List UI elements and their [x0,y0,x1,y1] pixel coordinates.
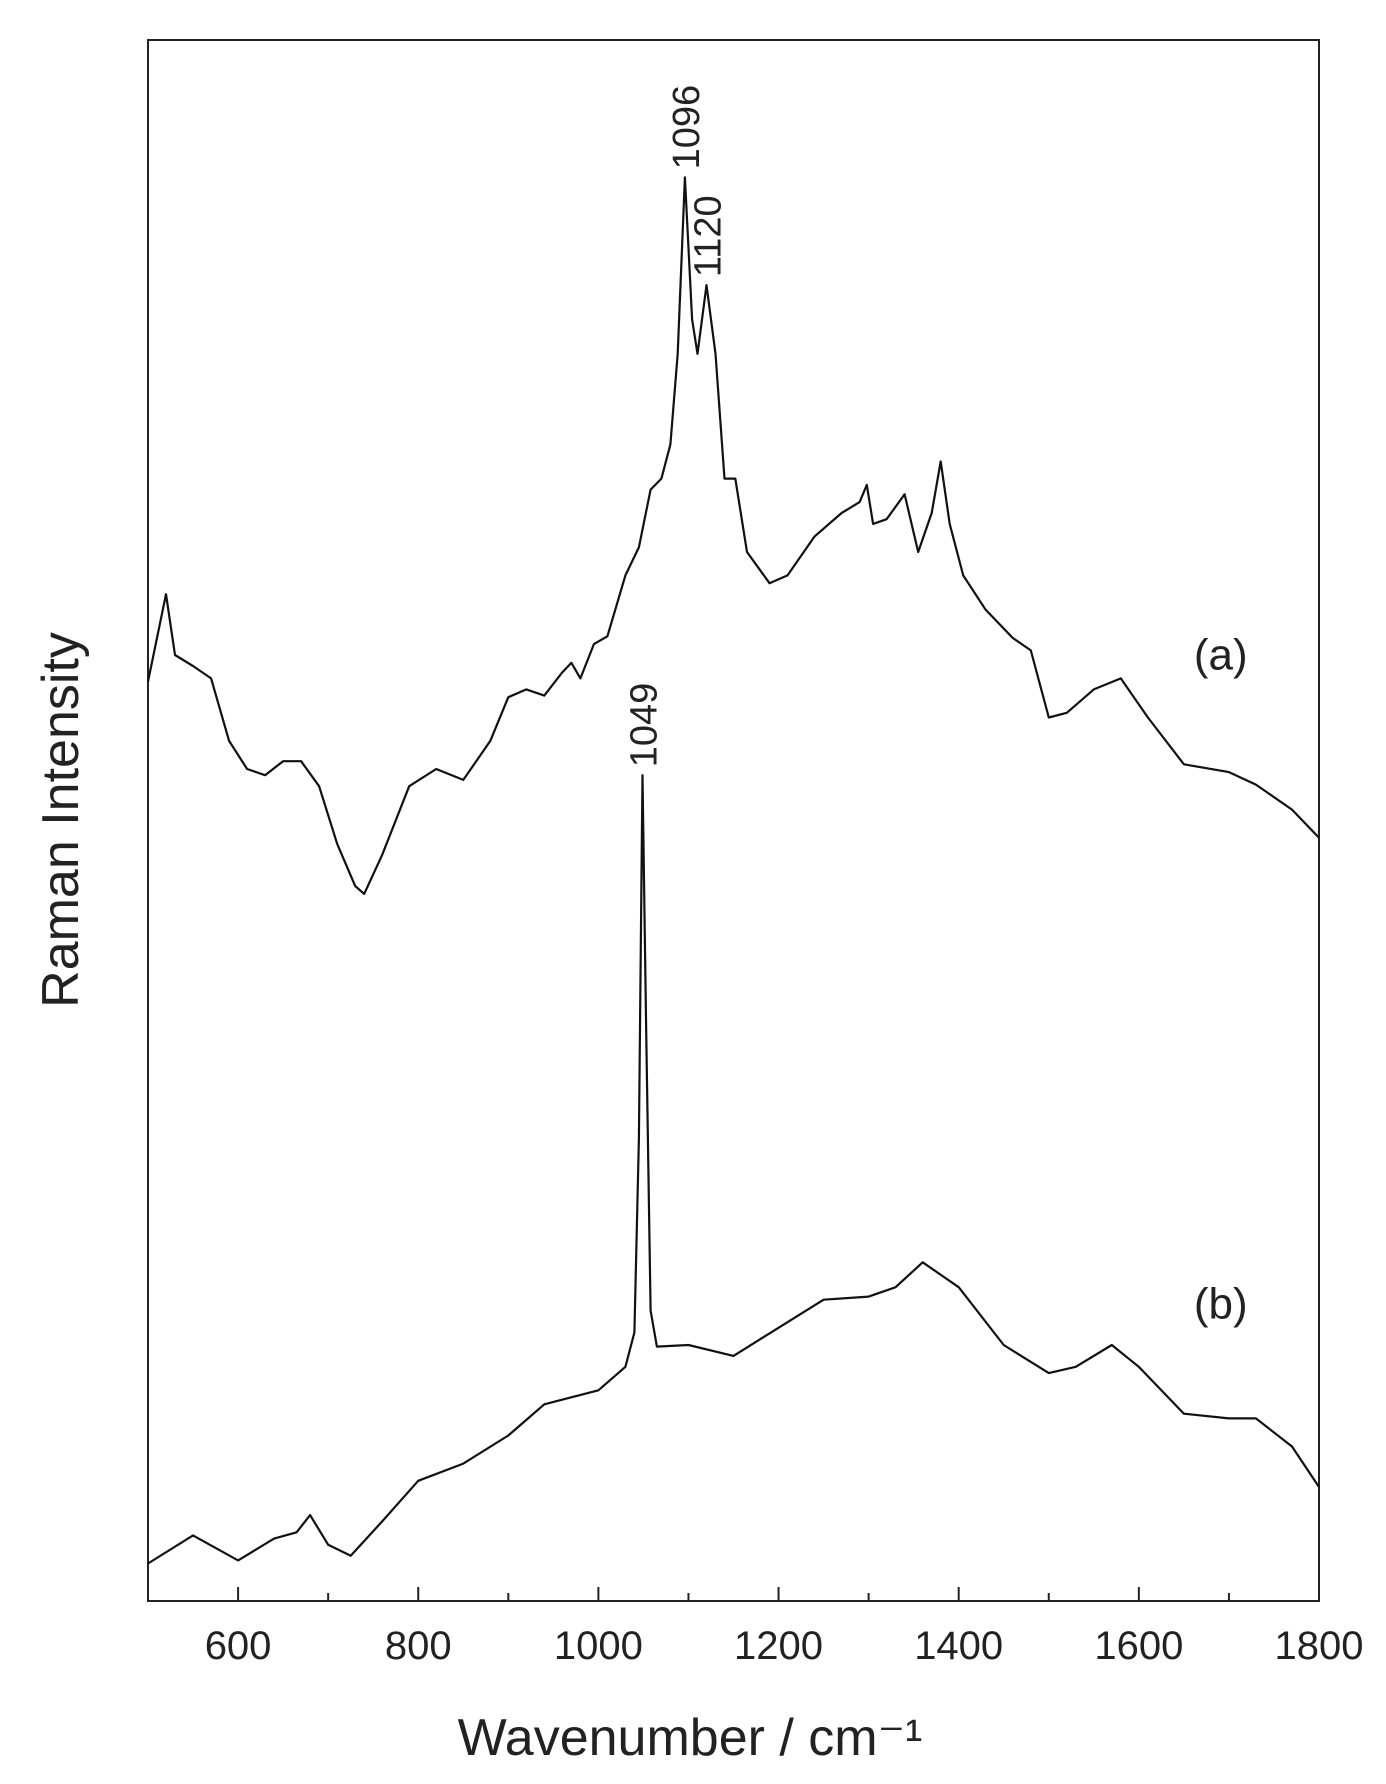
x-tick-label: 1800 [1275,1624,1364,1668]
spectrum-line [146,176,1320,895]
peak-label: 1096 [666,85,708,170]
y-axis-label: Raman Intensity [32,632,90,1008]
peak-label: 1120 [687,195,729,277]
x-axis-label: Wavenumber / cm⁻¹ [458,1709,923,1767]
x-tick-label: 1600 [1094,1624,1183,1668]
series-label: (b) [1194,1280,1248,1329]
x-tick-label: 600 [205,1624,272,1668]
x-tick-label: 1200 [734,1624,823,1668]
x-tick-label: 800 [385,1624,452,1668]
x-tick-label: 1000 [554,1624,643,1668]
plot-frame [147,39,1320,1602]
peak-label: 1049 [624,683,666,768]
series-label: (a) [1194,630,1248,679]
spectrum-line [147,774,1320,1565]
x-tick-label: 1400 [914,1624,1003,1668]
